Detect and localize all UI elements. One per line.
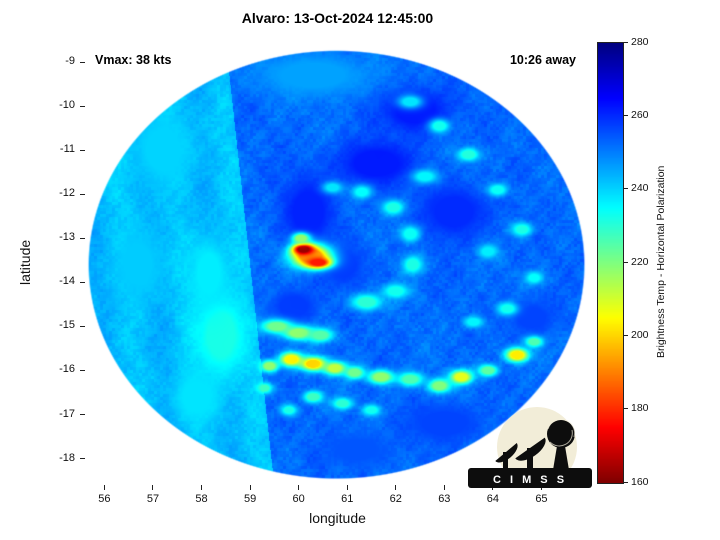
colorbar-tick-mark [624, 481, 628, 483]
x-tick-mark [201, 485, 203, 490]
colorbar-tick-mark [624, 261, 628, 263]
x-tick-mark [249, 485, 251, 490]
y-tick-label: -14 [59, 275, 75, 288]
radome-ball-icon [547, 420, 575, 448]
y-tick-label: -11 [59, 143, 75, 156]
x-tick-mark [298, 485, 300, 490]
heatmap-canvas [85, 40, 590, 485]
x-tick-label: 65 [535, 493, 548, 505]
y-tick-mark [80, 325, 85, 327]
y-tick-mark [80, 414, 85, 415]
x-tick-label: 61 [341, 493, 354, 505]
y-tick-mark [80, 458, 85, 460]
y-tick-mark [80, 105, 85, 107]
time-away-annotation: 10:26 away [509, 53, 576, 67]
x-tick-label: 57 [146, 493, 160, 505]
logo-silhouette [468, 420, 592, 488]
x-tick-mark [152, 485, 154, 490]
colorbar-canvas [597, 42, 624, 484]
x-tick-mark [395, 485, 397, 490]
y-tick-label: -18 [59, 451, 75, 464]
colorbar-tick-mark [624, 114, 628, 116]
colorbar-tick-label: 240 [631, 182, 649, 195]
colorbar-tick-mark [624, 188, 628, 190]
x-tick-label: 64 [486, 493, 499, 505]
chart-title: Alvaro: 13-Oct-2024 12:45:00 [241, 10, 434, 26]
x-tick-mark [346, 485, 348, 490]
radome-tower-icon [553, 446, 569, 470]
x-tick-label: 62 [389, 493, 402, 505]
x-tick-label: 59 [243, 493, 257, 505]
colorbar-tick-label: 260 [631, 108, 649, 121]
y-tick-label: -9 [65, 55, 75, 68]
colorbar-tick-mark [624, 334, 628, 336]
x-tick-label: 63 [438, 493, 451, 505]
vmax-annotation: Vmax: 38 kts [95, 53, 172, 67]
colorbar-tick-label: 160 [631, 475, 649, 488]
x-tick-label: 56 [98, 493, 111, 505]
y-tick-label: -10 [59, 99, 75, 112]
colorbar-tick-label: 280 [631, 35, 649, 48]
x-tick-mark [103, 485, 105, 490]
cimss-logo: C I M S S [468, 407, 592, 488]
colorbar-tick-label: 220 [631, 255, 649, 268]
logo-band [468, 468, 592, 488]
colorbar-tick-label: 200 [631, 328, 649, 341]
x-axis-label: longitude [309, 510, 366, 526]
x-tick-mark [443, 485, 445, 490]
y-tick-label: -17 [59, 407, 75, 420]
x-tick-label: 58 [195, 493, 208, 505]
y-tick-mark [80, 149, 85, 151]
colorbar-tick-mark [624, 408, 628, 410]
logo-text: C I M S S [493, 474, 567, 486]
y-tick-label: -15 [59, 319, 75, 332]
y-tick-mark [80, 369, 85, 371]
colorbar-label: Brightness Temp - Horizontal Polarizatio… [655, 165, 667, 359]
y-tick-mark [80, 61, 85, 63]
y-axis-label: latitude [17, 239, 33, 286]
y-tick-label: -16 [59, 363, 75, 376]
x-tick-label: 60 [292, 493, 305, 505]
colorbar-tick-label: 180 [631, 402, 649, 415]
y-tick-mark [80, 193, 85, 195]
colorbar-tick-mark [624, 41, 628, 43]
y-tick-label: -13 [59, 231, 75, 244]
y-tick-mark [80, 281, 85, 283]
y-tick-label: -12 [59, 187, 75, 200]
y-tick-mark [80, 237, 85, 239]
